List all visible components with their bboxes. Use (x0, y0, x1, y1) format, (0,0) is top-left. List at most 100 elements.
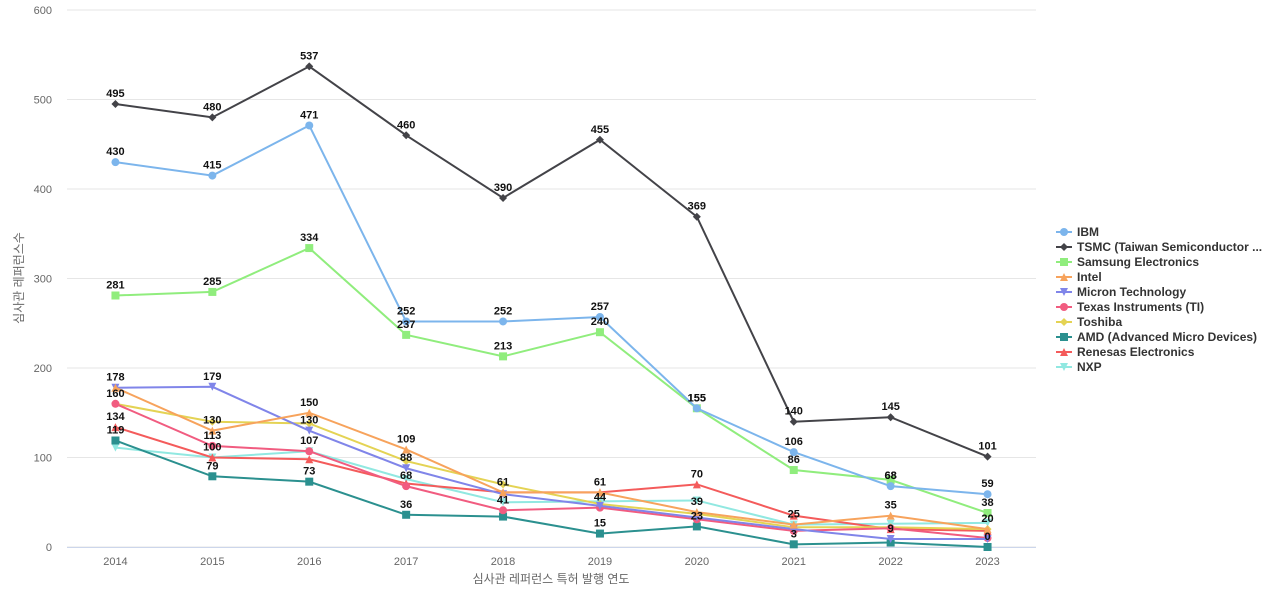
data-point[interactable] (499, 317, 508, 326)
data-point[interactable] (789, 520, 798, 529)
data-point[interactable] (305, 121, 314, 130)
data-point[interactable] (886, 413, 895, 422)
data-point[interactable] (499, 512, 508, 521)
data-point[interactable] (789, 448, 798, 457)
data-point[interactable] (305, 447, 314, 456)
data-point[interactable] (402, 510, 411, 519)
data-point[interactable] (886, 511, 895, 520)
data-point[interactable] (983, 543, 992, 551)
data-point[interactable] (305, 419, 314, 428)
data-point[interactable] (111, 158, 120, 167)
data-point[interactable] (595, 135, 604, 144)
data-point[interactable] (886, 524, 895, 533)
series-line[interactable] (115, 385, 988, 540)
data-point[interactable] (111, 99, 120, 108)
data-point[interactable] (111, 291, 120, 300)
data-label: 3 (791, 528, 797, 540)
series-line[interactable] (115, 402, 988, 531)
data-point[interactable] (499, 498, 508, 507)
legend-item[interactable]: IBM (1056, 224, 1262, 239)
series-line[interactable] (115, 386, 988, 531)
data-point[interactable] (983, 490, 992, 499)
series-line[interactable] (115, 65, 988, 458)
data-point[interactable] (305, 408, 314, 417)
legend-item[interactable]: Micron Technology (1056, 284, 1262, 299)
data-point[interactable] (111, 423, 120, 432)
legend-item[interactable]: Intel (1056, 269, 1262, 284)
data-point[interactable] (595, 312, 604, 321)
data-point[interactable] (789, 417, 798, 426)
data-point[interactable] (983, 518, 992, 527)
data-point[interactable] (208, 171, 217, 180)
legend-label: NXP (1077, 359, 1102, 374)
data-point[interactable] (402, 131, 411, 140)
legend-marker (1060, 302, 1068, 311)
data-point[interactable] (595, 488, 604, 497)
data-point[interactable] (305, 477, 314, 486)
data-point[interactable] (499, 352, 508, 361)
legend-marker (1060, 347, 1068, 356)
data-point[interactable] (595, 328, 604, 337)
data-point[interactable] (402, 457, 411, 466)
data-point[interactable] (886, 482, 895, 491)
data-point[interactable] (692, 496, 701, 505)
data-point[interactable] (402, 482, 411, 491)
data-point[interactable] (499, 480, 508, 489)
legend-item[interactable]: Renesas Electronics (1056, 344, 1262, 359)
data-point[interactable] (692, 212, 701, 221)
data-point[interactable] (789, 466, 798, 475)
data-point[interactable] (692, 480, 701, 489)
data-point[interactable] (305, 62, 314, 71)
legend-item[interactable]: Samsung Electronics (1056, 254, 1262, 269)
data-point[interactable] (208, 287, 217, 296)
data-point[interactable] (499, 193, 508, 202)
data-point[interactable] (983, 525, 992, 534)
data-point[interactable] (789, 540, 798, 549)
data-point[interactable] (111, 436, 120, 445)
data-point[interactable] (111, 399, 120, 408)
series-line[interactable] (115, 246, 988, 514)
data-point[interactable] (402, 330, 411, 339)
data-point[interactable] (692, 404, 701, 413)
data-point[interactable] (983, 508, 992, 517)
data-point[interactable] (305, 426, 314, 435)
series-intel (111, 383, 992, 534)
legend-item[interactable]: Toshiba (1056, 314, 1262, 329)
data-point[interactable] (402, 445, 411, 454)
data-point[interactable] (499, 506, 508, 515)
data-point[interactable] (983, 534, 992, 543)
data-point[interactable] (111, 383, 120, 392)
legend-item[interactable]: AMD (Advanced Micro Devices) (1056, 329, 1262, 344)
data-point[interactable] (692, 508, 701, 517)
data-point[interactable] (886, 534, 895, 543)
legend-item[interactable]: Texas Instruments (TI) (1056, 299, 1262, 314)
data-point[interactable] (499, 488, 508, 497)
data-point[interactable] (305, 455, 314, 464)
data-point[interactable] (402, 474, 411, 483)
data-point[interactable] (208, 382, 217, 391)
data-point[interactable] (886, 475, 895, 484)
series-line[interactable] (115, 446, 988, 526)
data-point[interactable] (208, 441, 217, 450)
data-point[interactable] (595, 529, 604, 538)
data-point[interactable] (208, 426, 217, 435)
legend-label: Samsung Electronics (1077, 254, 1200, 269)
legend-item[interactable]: NXP (1056, 359, 1262, 374)
data-point[interactable] (208, 472, 217, 481)
legend-label: Micron Technology (1077, 284, 1187, 299)
series-line[interactable] (115, 439, 988, 548)
series-line[interactable] (115, 402, 988, 540)
data-point[interactable] (305, 244, 314, 253)
data-point[interactable] (595, 501, 604, 510)
legend-item[interactable]: TSMC (Taiwan Semiconductor ... (1056, 239, 1262, 254)
data-point[interactable] (208, 453, 217, 462)
data-point[interactable] (208, 417, 217, 426)
data-point[interactable] (789, 511, 798, 520)
series-line[interactable] (115, 124, 988, 496)
data-point[interactable] (208, 113, 217, 122)
data-point[interactable] (402, 317, 411, 326)
data-point[interactable] (983, 452, 992, 461)
data-point[interactable] (111, 443, 120, 452)
data-point[interactable] (402, 464, 411, 473)
data-point[interactable] (692, 522, 701, 531)
